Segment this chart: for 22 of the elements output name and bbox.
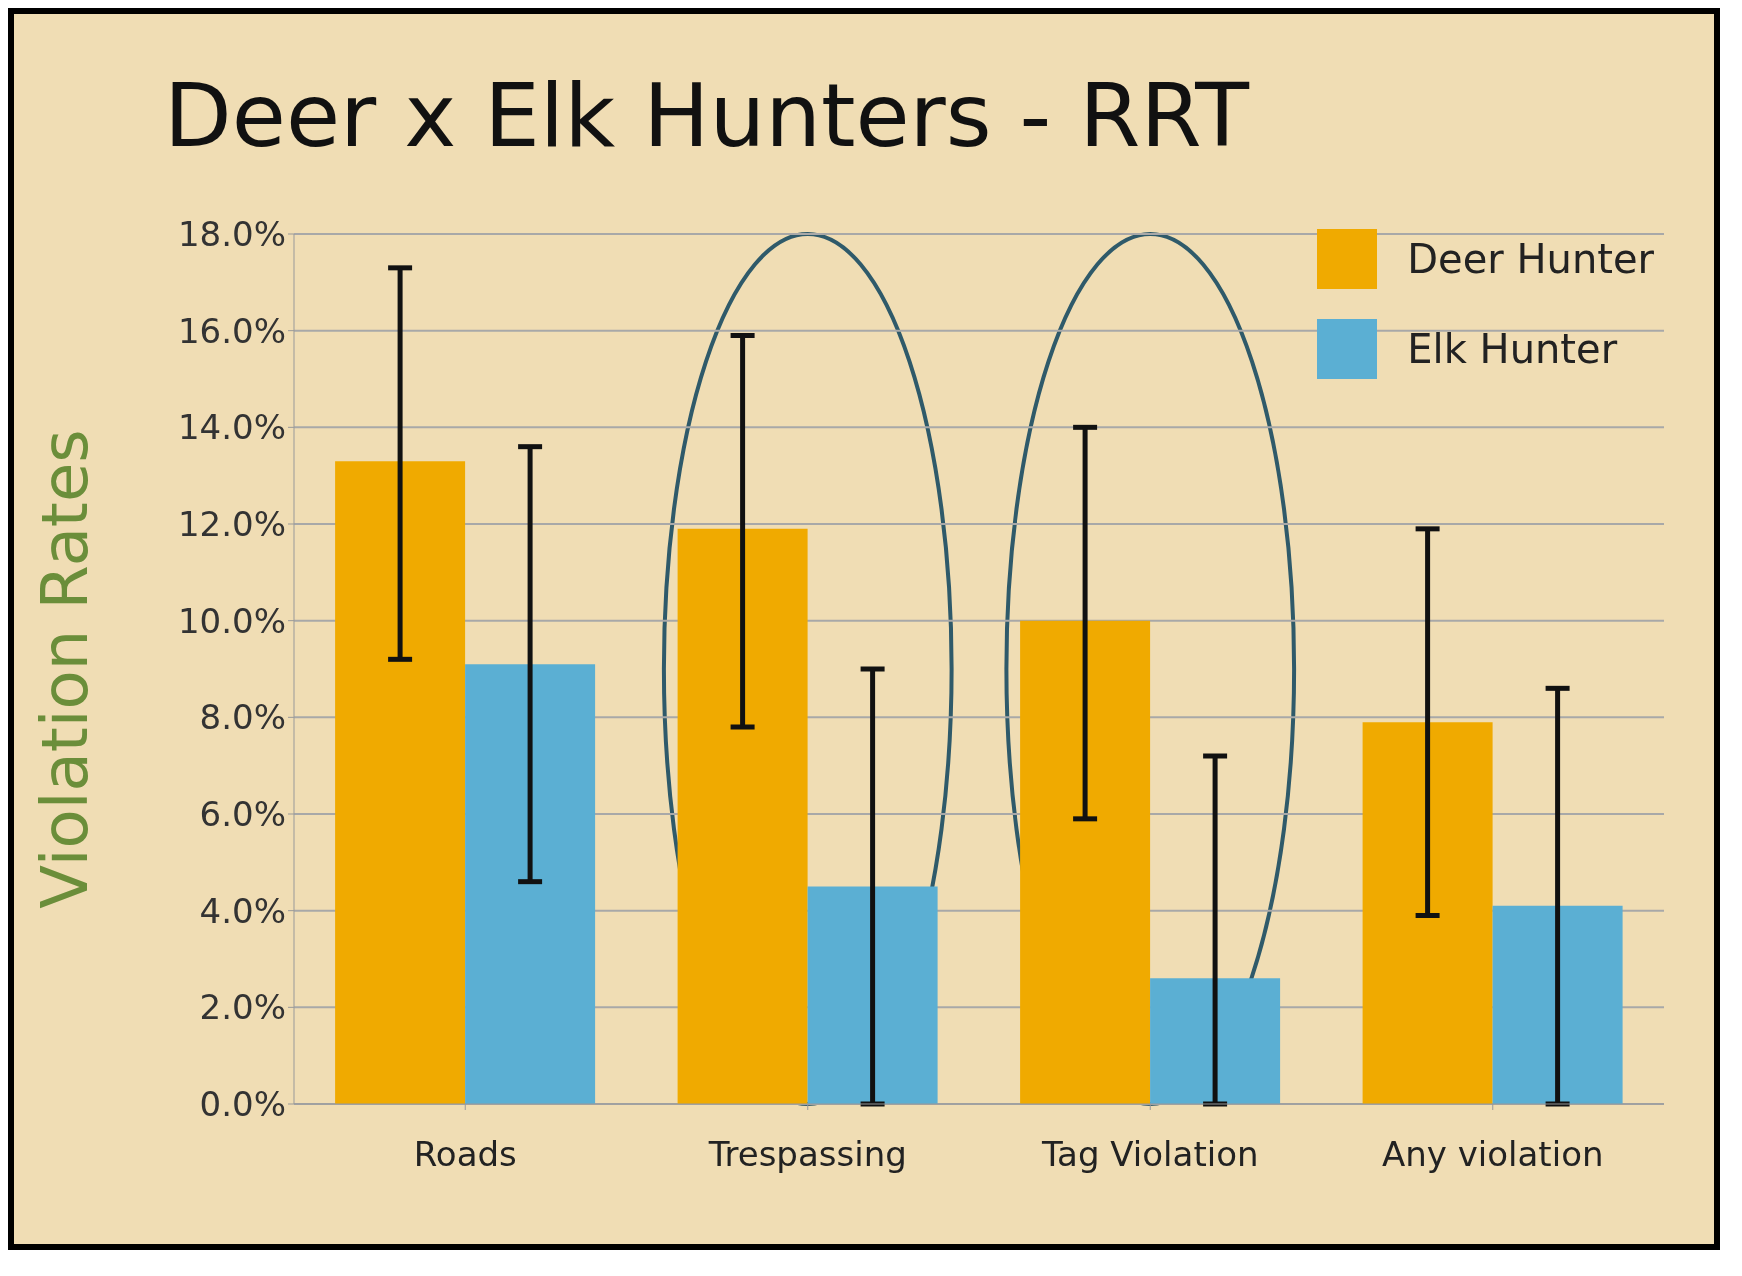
x-tick-label: Roads <box>413 1134 517 1175</box>
legend-label: Elk Hunter <box>1407 326 1618 372</box>
bar <box>1020 620 1151 1104</box>
y-tick-label: 14.0% <box>177 407 286 448</box>
legend-label: Deer Hunter <box>1407 236 1654 282</box>
x-tick-label: Tag Violation <box>1040 1134 1259 1175</box>
bar <box>335 461 466 1104</box>
y-tick-label: 2.0% <box>199 987 286 1028</box>
y-tick-label: 4.0% <box>199 890 286 931</box>
y-tick-label: 18.0% <box>177 214 286 255</box>
y-tick-label: 10.0% <box>177 600 286 641</box>
bar <box>677 528 808 1104</box>
y-tick-label: 0.0% <box>199 1084 286 1125</box>
y-tick-label: 12.0% <box>177 504 286 545</box>
bar <box>465 664 596 1104</box>
y-tick-label: 6.0% <box>199 794 286 835</box>
y-axis-title: Violation Rates <box>27 429 102 909</box>
y-tick-label: 16.0% <box>177 310 286 351</box>
y-tick-label: 8.0% <box>199 697 286 738</box>
x-tick-label: Trespassing <box>707 1134 907 1175</box>
x-tick-label: Any violation <box>1381 1134 1604 1175</box>
chart-title: Deer x Elk Hunters - RRT <box>163 63 1251 169</box>
